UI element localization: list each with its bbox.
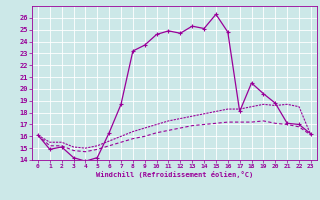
- X-axis label: Windchill (Refroidissement éolien,°C): Windchill (Refroidissement éolien,°C): [96, 171, 253, 178]
